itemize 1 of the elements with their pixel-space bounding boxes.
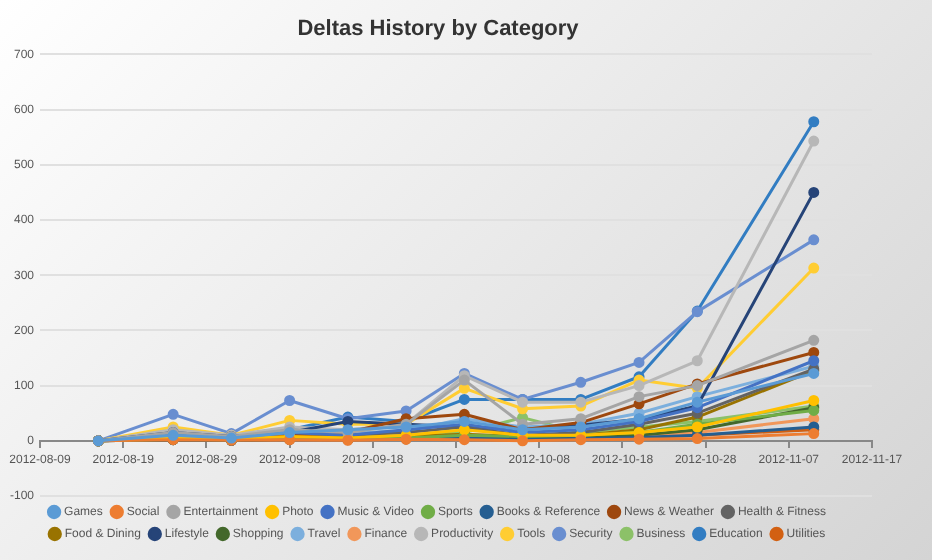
chart-title: Deltas History by Category bbox=[297, 17, 581, 42]
